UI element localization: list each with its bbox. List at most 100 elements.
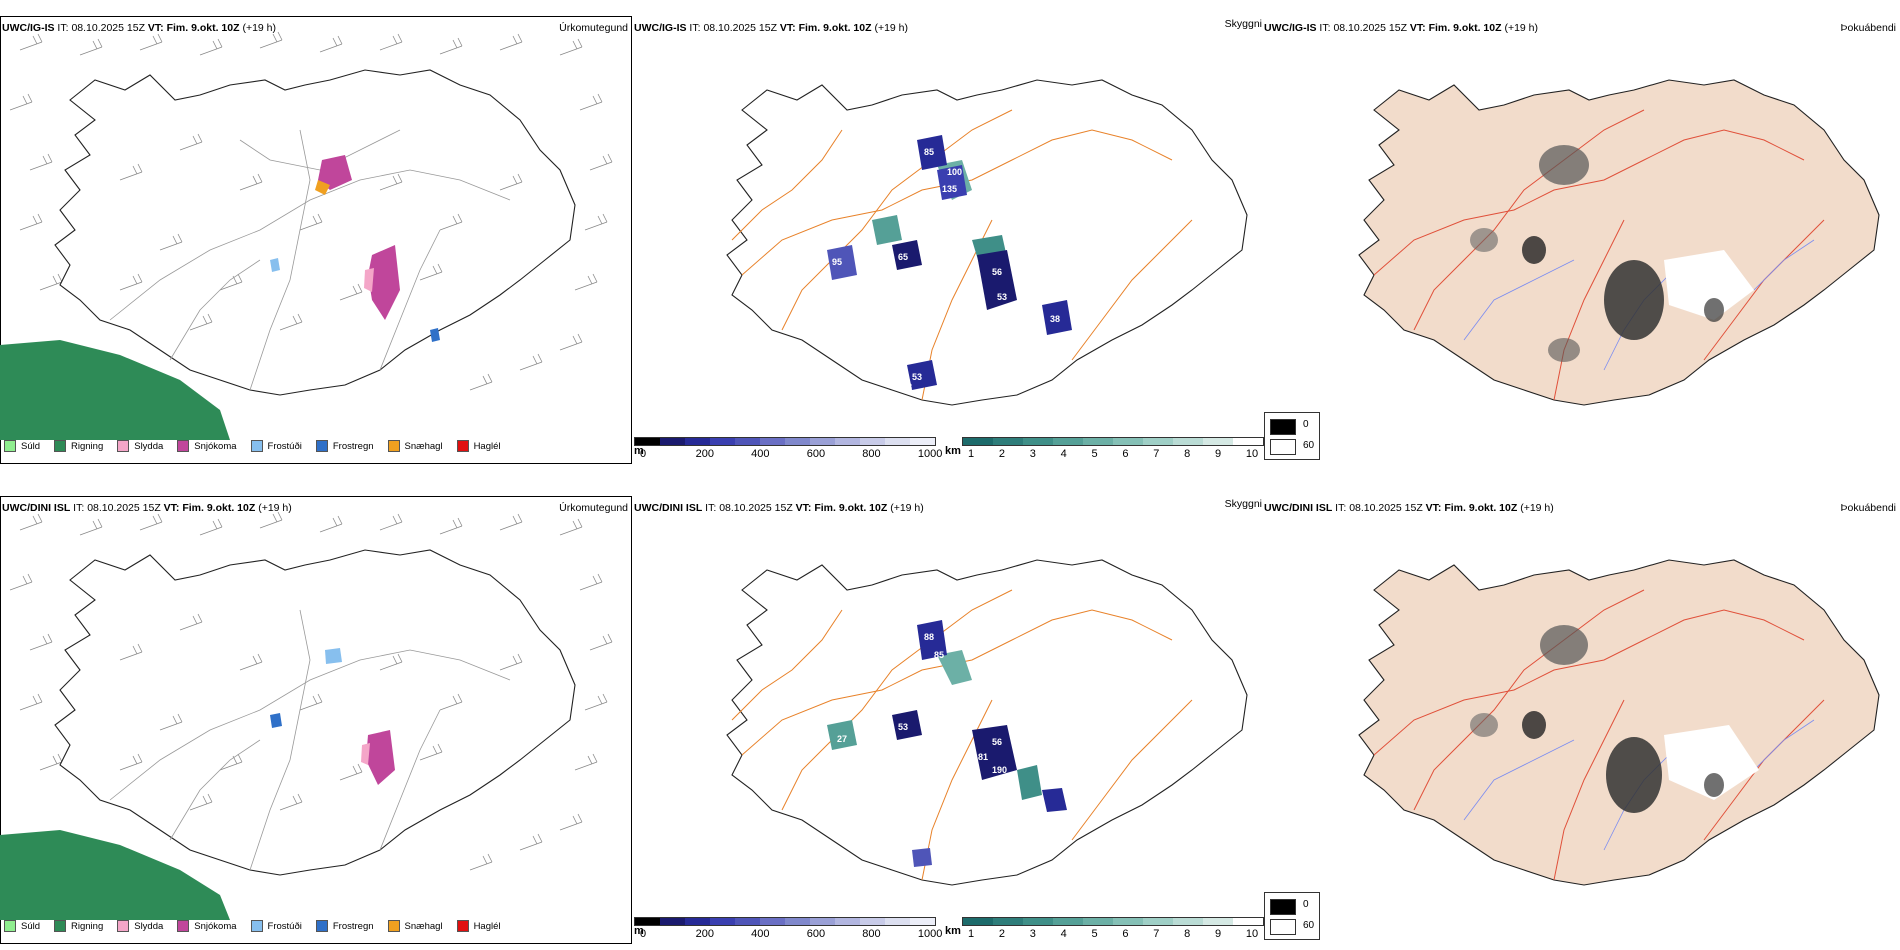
snow-area bbox=[318, 155, 352, 190]
panel-title: Úrkomutegund bbox=[559, 22, 628, 34]
panel-title: Skyggni bbox=[1224, 18, 1262, 30]
low-cloud-area bbox=[827, 245, 857, 280]
precip-label: 53 bbox=[997, 292, 1007, 302]
it-label: IT: bbox=[705, 502, 717, 514]
legend-label: Slydda bbox=[134, 440, 164, 452]
low-cloud-area bbox=[977, 250, 1017, 310]
legend-label: Rigning bbox=[71, 920, 104, 932]
height-color-step bbox=[885, 918, 910, 925]
height-color-step bbox=[635, 918, 660, 925]
height-color-step bbox=[685, 438, 710, 445]
legend-swatch bbox=[177, 920, 190, 932]
visibility-color-step bbox=[993, 918, 1023, 925]
freezing-rain-area bbox=[270, 713, 282, 728]
it-value: 08.10.2025 15Z bbox=[719, 502, 793, 514]
legend-swatch bbox=[4, 920, 16, 932]
precip-label: 10 bbox=[880, 727, 890, 737]
height-tick-label: 1000 bbox=[917, 448, 943, 460]
road-network bbox=[109, 609, 511, 871]
height-color-step bbox=[735, 438, 760, 445]
fog-index-map bbox=[1358, 559, 1880, 886]
vt-label: VT: bbox=[1409, 22, 1426, 34]
height-color-step bbox=[660, 438, 685, 445]
legend-label: Snjókoma bbox=[194, 920, 237, 932]
fog-index-panel: UWC/DINI ISL IT: 08.10.2025 15Z VT: Fim.… bbox=[1264, 480, 1900, 950]
height-tick-label: 0 bbox=[640, 928, 647, 940]
height-tick-label: 600 bbox=[806, 448, 826, 460]
height-unit: m bbox=[634, 925, 644, 937]
precip-type-map bbox=[0, 31, 613, 440]
visibility-tick-label: 5 bbox=[1091, 928, 1098, 940]
fog-area bbox=[1540, 625, 1588, 665]
precip-label: 81 bbox=[978, 752, 988, 762]
visibility-tick-label: 5 bbox=[1091, 448, 1098, 460]
panel-frame bbox=[0, 16, 632, 464]
legend-label: Haglél bbox=[473, 920, 501, 932]
panel-title: Þokuábendi bbox=[1840, 502, 1896, 514]
height-tick-label: 0 bbox=[640, 448, 647, 460]
precip-label: 53 bbox=[912, 372, 922, 382]
lead-time: (+19 h) bbox=[874, 22, 909, 34]
legend-swatch bbox=[315, 920, 328, 932]
height-unit: m bbox=[634, 445, 644, 457]
height-color-step bbox=[835, 918, 860, 925]
legend-label: Snæhagl bbox=[404, 440, 443, 452]
fog-area bbox=[1704, 298, 1724, 322]
visibility-tick-label: 8 bbox=[1184, 928, 1191, 940]
visibility-tick-label: 10 bbox=[1245, 448, 1259, 460]
height-color-step bbox=[910, 918, 935, 925]
it-value: 08.10.2025 15Z bbox=[1333, 22, 1407, 34]
precip-label: 190 bbox=[992, 765, 1007, 775]
cloud-base-map: 85 100 135 95 65 56 38 53 53 38 bbox=[726, 79, 1248, 406]
forecast-row-ig: UWC/IG-IS IT: 08.10.2025 15Z VT: Fim. 9.… bbox=[0, 0, 1900, 470]
it-value: 08.10.2025 15Z bbox=[1349, 502, 1423, 514]
legend-label: Snjókoma bbox=[194, 440, 237, 452]
precip-type-legend: Súld Rigning Slydda Snjókoma Frostúði Frostre… bbox=[4, 440, 515, 452]
visibility-color-step bbox=[1023, 438, 1053, 445]
model-name: UWC/IG-IS bbox=[1264, 22, 1317, 34]
sleet-area bbox=[364, 268, 374, 292]
legend-item: Frostúði bbox=[250, 440, 302, 452]
vt-label: VT: bbox=[779, 22, 796, 34]
road-network bbox=[109, 129, 511, 391]
fog-legend-low-box bbox=[1270, 439, 1296, 455]
low-cloud-area bbox=[1042, 300, 1072, 335]
legend-swatch bbox=[456, 440, 469, 452]
low-cloud-area bbox=[892, 240, 922, 270]
wind-barbs bbox=[9, 511, 613, 871]
visibility-unit: km bbox=[945, 925, 961, 937]
visibility-color-step bbox=[1173, 918, 1203, 925]
low-cloud-area bbox=[917, 135, 947, 170]
legend-swatch bbox=[387, 920, 400, 932]
legend-swatch bbox=[456, 920, 469, 932]
height-color-step bbox=[760, 918, 785, 925]
it-value: 08.10.2025 15Z bbox=[703, 22, 777, 34]
visibility-color-step bbox=[1173, 438, 1203, 445]
visibility-color-step bbox=[1113, 438, 1143, 445]
legend-item: Snæhagl bbox=[387, 440, 443, 452]
panel-header: UWC/DINI ISL IT: 08.10.2025 15Z VT: Fim.… bbox=[634, 502, 924, 514]
sea-rain-area bbox=[0, 340, 230, 440]
legend-swatch bbox=[387, 440, 400, 452]
road-network bbox=[1373, 109, 1825, 401]
legend-item: Frostregn bbox=[315, 440, 374, 452]
legend-item: Frostúði bbox=[250, 920, 302, 932]
panel-header: UWC/DINI ISL IT: 08.10.2025 15Z VT: Fim.… bbox=[2, 502, 292, 514]
visibility-color-step bbox=[1203, 438, 1233, 445]
visibility-color-step bbox=[1113, 918, 1143, 925]
legend-label: Súld bbox=[21, 440, 41, 452]
snow-area bbox=[366, 730, 395, 785]
height-color-step bbox=[835, 438, 860, 445]
visibility-color-step bbox=[1083, 918, 1113, 925]
visibility-color-step bbox=[1143, 438, 1173, 445]
legend-label: Frostúði bbox=[267, 440, 302, 452]
height-tick-label: 400 bbox=[751, 928, 770, 940]
lead-time: (+19 h) bbox=[242, 22, 277, 34]
low-cloud-area bbox=[972, 725, 1017, 780]
precip-type-map bbox=[0, 511, 613, 920]
height-color-step bbox=[660, 918, 685, 925]
fog-area bbox=[1604, 260, 1664, 340]
legend-item: Frostregn bbox=[315, 920, 374, 932]
vt-value: Fim. 9.okt. 10Z bbox=[182, 502, 256, 514]
height-color-step bbox=[785, 438, 810, 445]
